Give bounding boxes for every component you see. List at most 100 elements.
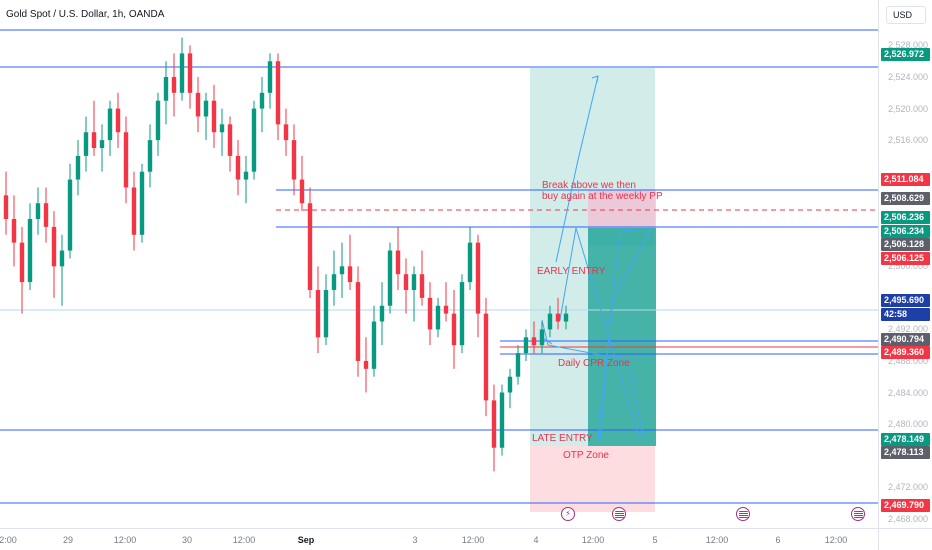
candle-bull [467, 242, 473, 283]
candle-bear [131, 187, 137, 235]
price-tag: 2,511.084 [881, 172, 930, 186]
candle-bull [83, 132, 89, 156]
candle-bear [531, 337, 537, 346]
annotation-daily-cpr[interactable]: Daily CPR Zone [558, 358, 630, 369]
target-box-dark[interactable] [588, 228, 656, 446]
price-tick-label: 2,472.000 [888, 482, 929, 493]
time-tick-label: 6 [775, 535, 781, 545]
price-tick-label: 2,528.000 [888, 40, 929, 51]
time-tick-label: 4 [533, 535, 539, 545]
time-tick-label: 12:00 [705, 535, 729, 545]
projection-arrow-late-2[interactable] [599, 227, 653, 441]
price-tick-label: 2,480.000 [888, 419, 929, 430]
candle-bear [91, 132, 97, 149]
candle-bear [51, 226, 57, 267]
price-tick-label: 2,484.000 [888, 387, 929, 398]
candle-bull [155, 100, 161, 141]
price-tag: 2,495.690 [881, 294, 930, 308]
candle-bull [539, 329, 545, 346]
candle-bear [3, 195, 9, 219]
annotation-otp-zone[interactable]: OTP Zone [563, 450, 609, 461]
candle-bull [35, 203, 41, 219]
candle-bear [43, 203, 49, 227]
candle-bull [331, 274, 337, 290]
axis-corner [878, 528, 932, 550]
candle-bull [203, 100, 209, 117]
projection-arrow-cpr[interactable] [541, 319, 645, 441]
time-tick-label: 12:00 [461, 535, 485, 545]
candle-bull [107, 108, 113, 141]
price-tag: 2,490.794 [881, 332, 930, 346]
price-tick-label: 2,488.000 [888, 355, 929, 366]
stop-box-top[interactable] [588, 190, 656, 228]
candle-bear [555, 313, 561, 322]
price-tick-label: 2,492.000 [888, 324, 929, 335]
candle-bull [507, 376, 513, 393]
candle-bull [387, 250, 393, 306]
time-tick-label: 3 [412, 535, 418, 545]
projection-arrow-down[interactable] [559, 227, 641, 441]
time-tick-label: 30 [181, 535, 193, 545]
time-axis[interactable]: 2:00 29 12:00 30 12:00 Sep 3 12:00 4 12:00 5 12:00 6… [0, 528, 878, 550]
candle-bull [323, 289, 329, 338]
candle-bull [219, 124, 225, 133]
candle-bear [307, 203, 313, 290]
annotation-late-entry[interactable]: LATE ENTRY [532, 433, 593, 444]
candle-bear [427, 297, 433, 330]
dividend-event-icon[interactable]: ⚡ [561, 507, 575, 521]
candle-bear [355, 282, 361, 361]
candle-bull [259, 92, 265, 109]
time-tick-label: 12:00 [581, 535, 605, 545]
candle-bear [11, 218, 17, 243]
candle-bull [163, 77, 169, 101]
candle-bear [491, 400, 497, 448]
price-tag: 2,508.629 [881, 192, 930, 206]
price-tick-label: 2,500.000 [888, 261, 929, 272]
candle-bull [435, 305, 441, 330]
candle-bull [27, 218, 33, 283]
symbol-title[interactable]: Gold Spot / U.S. Dollar, 1h, OANDA [6, 9, 165, 20]
time-tick-label: Sep [297, 535, 315, 545]
candle-bull [243, 171, 249, 180]
price-tag: 2,478.149 [881, 432, 930, 446]
annotation-early-entry[interactable]: EARLY ENTRY [537, 266, 606, 277]
candle-bull [563, 313, 569, 322]
annotation-break-above-2[interactable]: buy again at the weekly PP [542, 191, 663, 202]
us-flag-event-icon[interactable] [736, 507, 750, 521]
price-tag: 2,469.790 [881, 498, 930, 512]
candle-bull [523, 337, 529, 354]
price-tag: 2,506.128 [881, 238, 930, 252]
candle-bear [19, 242, 25, 283]
time-tick-label: 29 [62, 535, 74, 545]
candle-bull [459, 282, 465, 346]
candle-bear [275, 61, 281, 125]
projection-arrow-up[interactable] [555, 75, 599, 263]
candle-bear [419, 274, 425, 298]
candle-bull [339, 266, 345, 275]
candle-bear [395, 250, 401, 275]
entry-box-mid[interactable] [530, 246, 588, 446]
candle-bull [267, 61, 273, 93]
candle-bear [195, 92, 201, 117]
us-flag-event-icon[interactable] [851, 507, 865, 521]
candle-bull [547, 313, 553, 330]
annotation-break-above-1[interactable]: Break above we then [542, 180, 636, 191]
currency-button[interactable]: USD [886, 6, 926, 24]
chart-area[interactable]: Gold Spot / U.S. Dollar, 1h, OANDA Break… [0, 0, 878, 528]
candle-bear [451, 313, 457, 346]
candle-bear [115, 108, 121, 133]
time-tick-label: 12:00 [824, 535, 848, 545]
price-tick-label: 2,520.000 [888, 103, 929, 114]
candle-bear [211, 100, 217, 133]
candle-bull [139, 171, 145, 235]
price-tag: 2,526.972 [881, 47, 930, 61]
us-flag-event-icon[interactable] [612, 507, 626, 521]
otp-zone-box[interactable] [530, 446, 655, 512]
candle-bear [403, 274, 409, 290]
price-tick-label: 2,516.000 [888, 135, 929, 146]
candle-bear [347, 266, 353, 283]
chart-canvas[interactable] [0, 0, 878, 528]
projection-arrow-late[interactable] [597, 229, 651, 441]
candle-bear [483, 313, 489, 401]
candle-bull [59, 250, 65, 267]
